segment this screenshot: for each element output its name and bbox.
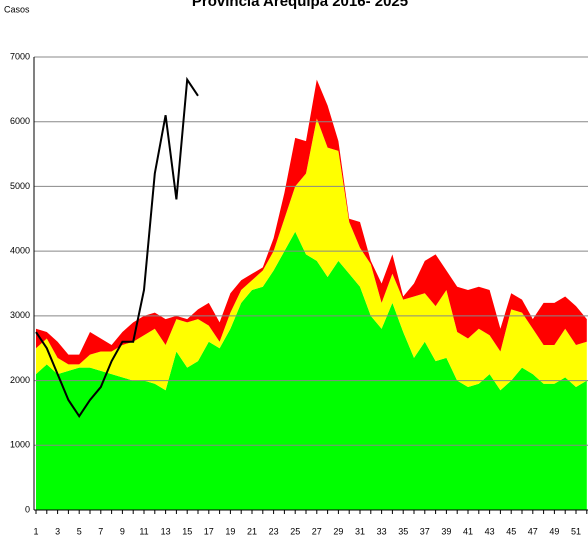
x-tick-label: 33 [377,526,387,536]
x-tick-label: 25 [290,526,300,536]
x-tick-label: 11 [139,526,148,536]
x-tick-label: 17 [204,526,214,536]
y-tick-label: 6000 [10,116,30,126]
x-tick-label: 51 [571,526,581,536]
x-tick-label: 41 [463,526,473,536]
x-tick-label: 37 [420,526,430,536]
x-tick-label: 13 [161,526,171,536]
area-band [36,231,587,510]
x-tick-label: 49 [549,526,559,536]
x-tick-label: 27 [312,526,322,536]
x-tick-label: 29 [333,526,343,536]
y-tick-label: 4000 [10,246,30,256]
x-tick-label: 43 [485,526,495,536]
area-band [36,118,587,391]
x-tick-label: 39 [441,526,451,536]
x-tick-label: 3 [55,526,60,536]
y-tick-label: 2000 [10,375,30,385]
y-axis-label: Casos [4,4,30,14]
y-tick-label: 7000 [10,51,30,61]
x-tick-label: 31 [355,526,365,536]
x-tick-label: 9 [120,526,125,536]
x-tick-label: 45 [506,526,516,536]
x-tick-label: 1 [33,526,38,536]
x-tick-label: 47 [528,526,538,536]
x-tick-label: 35 [398,526,408,536]
x-tick-label: 15 [182,526,192,536]
x-tick-label: 5 [77,526,82,536]
x-tick-label: 7 [98,526,103,536]
chart-title: Provincia Arequipa 2016- 2025 [192,0,408,10]
y-tick-label: 0 [25,504,30,514]
line-series [35,76,199,418]
y-tick-label: 1000 [10,440,30,450]
x-tick-label: 23 [269,526,279,536]
x-tick-label: 21 [247,526,257,536]
area-band [36,79,587,365]
x-tick-label: 19 [225,526,235,536]
y-tick-label: 5000 [10,181,30,191]
y-tick-label: 3000 [10,310,30,320]
